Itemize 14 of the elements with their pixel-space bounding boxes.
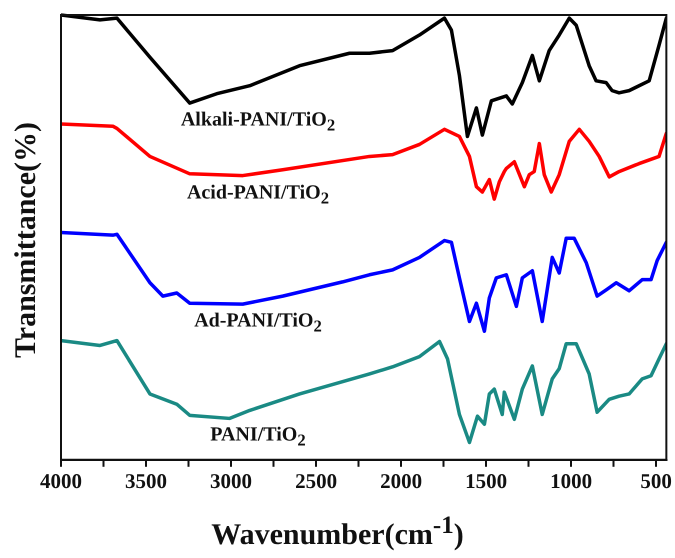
series-label: PANI/TiO$_{2}$ [210,424,306,451]
series-label: Alkali-PANI/TiO$_{2}$ [180,108,336,136]
x-axis-title: Wavenumber(cm$^{-1}$) [210,511,465,553]
x-tick-label: 1500 [465,468,508,493]
series-label: Acid-PANI/TiO$_{2}$ [186,181,330,208]
x-tick-label: 3500 [125,468,168,493]
x-tick-label: 2500 [295,468,338,493]
x-tick-label: 3000 [210,468,252,493]
y-axis-title: Transmittance(%) [9,122,43,358]
x-tick-label: 2000 [380,468,422,493]
x-tick-label: 1000 [550,468,592,493]
x-tick-label: 4000 [40,468,82,493]
x-tick-label: 500 [640,468,672,493]
series-label: Ad-PANI/TiO$_{2}$ [194,310,322,337]
